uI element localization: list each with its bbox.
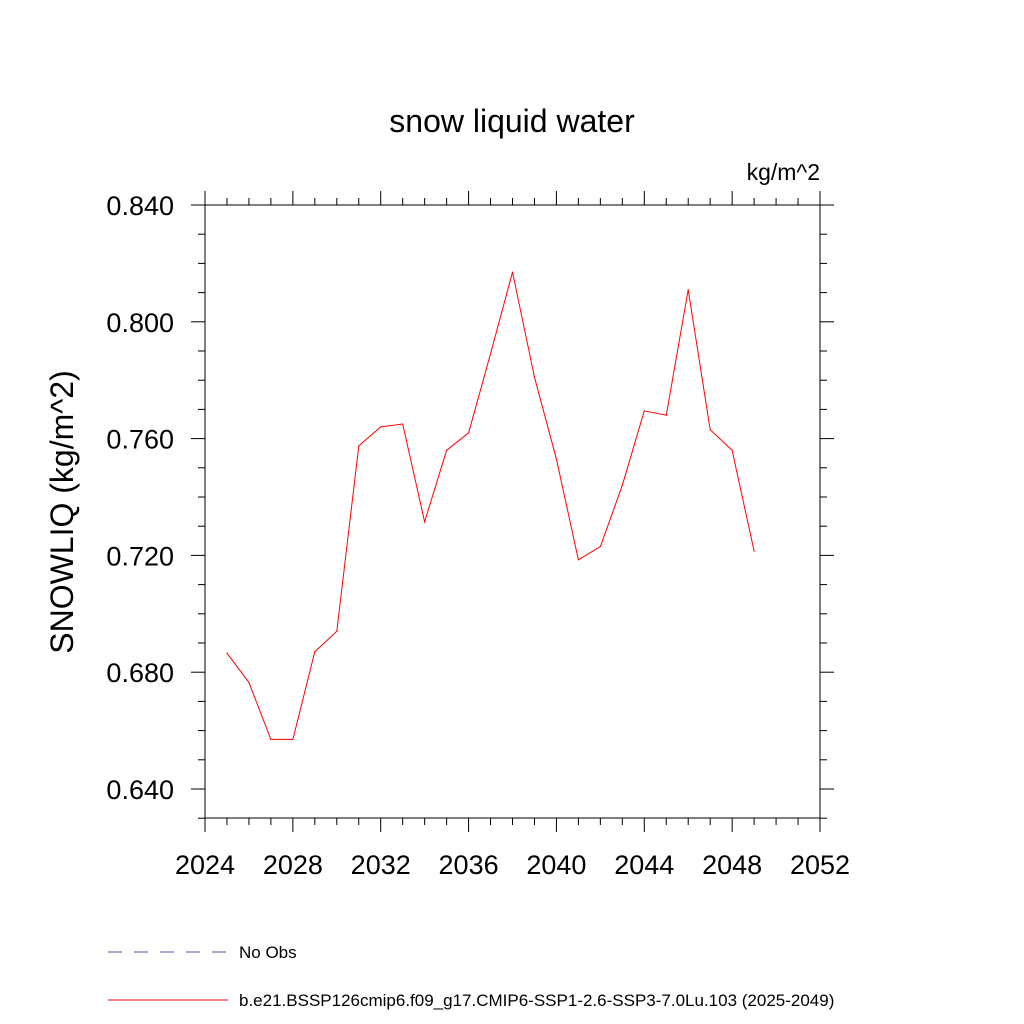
data-point <box>687 289 689 291</box>
data-point <box>643 410 645 412</box>
y-tick-label: 0.720 <box>106 541 174 571</box>
chart-title: snow liquid water <box>389 103 635 139</box>
data-point <box>665 414 667 416</box>
data-point <box>248 681 250 684</box>
data-point <box>446 449 448 451</box>
data-point <box>467 432 470 434</box>
data-point <box>731 449 733 451</box>
x-tick-label: 2044 <box>614 850 674 880</box>
series-line-1 <box>226 272 755 740</box>
data-point <box>424 521 426 523</box>
x-tick-label: 2028 <box>263 850 323 880</box>
data-point <box>402 423 404 425</box>
legend-label: b.e21.BSSP126cmip6.f09_g17.CMIP6-SSP1-2.… <box>239 991 834 1010</box>
data-point <box>533 376 536 378</box>
data-point <box>380 426 382 428</box>
data-point <box>753 550 755 552</box>
data-point <box>292 738 294 740</box>
y-tick-label: 0.640 <box>106 775 174 805</box>
data-point <box>577 559 579 561</box>
y-tick-label: 0.680 <box>106 658 174 688</box>
data-point <box>489 353 492 355</box>
y-tick-label: 0.760 <box>106 425 174 455</box>
plot-area: 2024 2028 2032 2036 2040 2044 2048 2052 0.640 0.6… <box>106 191 850 880</box>
data-point <box>599 546 601 548</box>
y-tick-label: 0.800 <box>106 308 174 338</box>
x-tick-label: 2052 <box>790 850 850 880</box>
y-axis-label: SNOWLIQ (kg/m^2) <box>44 370 80 653</box>
data-point <box>358 445 360 447</box>
data-point <box>314 651 316 653</box>
x-tick-label: 2032 <box>351 850 411 880</box>
x-tick-label: 2048 <box>702 850 762 880</box>
data-point <box>709 429 711 431</box>
data-point <box>226 652 228 654</box>
data-point <box>621 484 623 486</box>
units-label: kg/m^2 <box>747 159 820 185</box>
legend-label: No Obs <box>239 943 297 962</box>
x-tick-label: 2036 <box>439 850 499 880</box>
legend: No Obs b.e21.BSSP126cmip6.f09_g17.CMIP6-S… <box>108 943 834 1010</box>
x-tick-label: 2024 <box>175 850 235 880</box>
plot-frame <box>204 204 821 819</box>
x-tick-label: 2040 <box>526 850 586 880</box>
data-point <box>555 458 558 460</box>
data-point <box>336 630 338 632</box>
data-point <box>270 738 272 740</box>
data-point <box>511 271 514 273</box>
y-tick-label: 0.840 <box>106 191 174 221</box>
